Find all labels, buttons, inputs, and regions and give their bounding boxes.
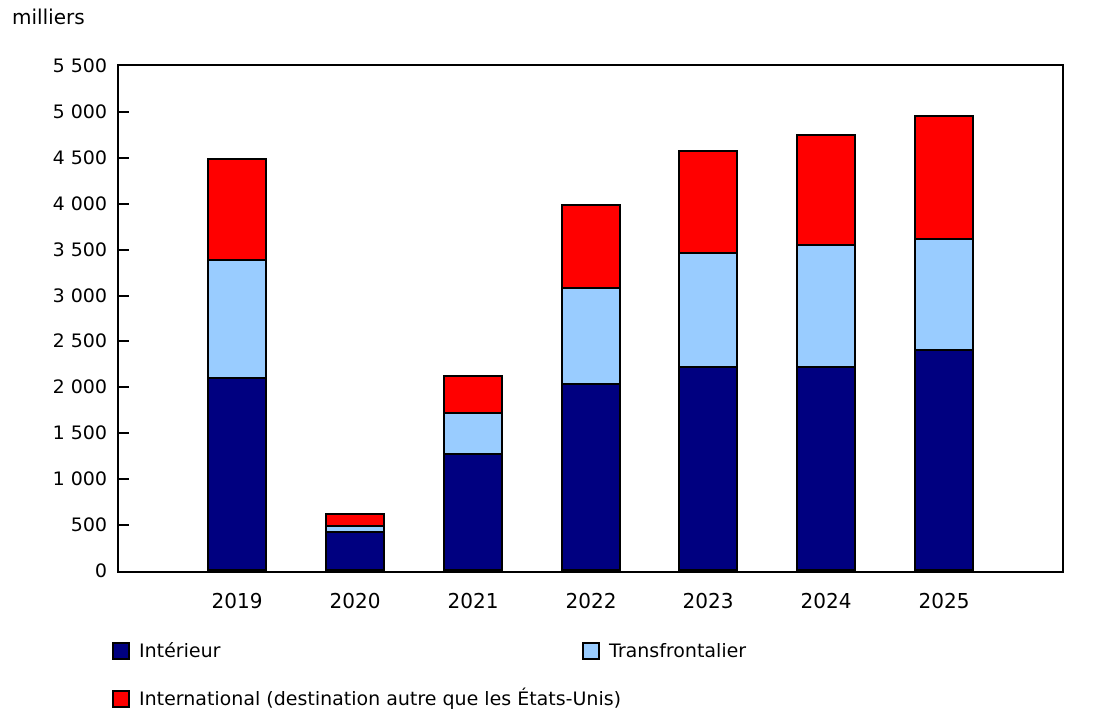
y-tick-label: 2 500 <box>52 330 107 353</box>
y-tick-label: 4 500 <box>52 146 107 169</box>
legend-item-interieur: Intérieur <box>112 640 220 662</box>
plot-area <box>117 64 1064 573</box>
bar-segment-2020-series2 <box>325 513 385 527</box>
bar-2023 <box>678 150 738 571</box>
bar-segment-2022-series1 <box>561 287 621 385</box>
y-tick-mark <box>119 432 129 435</box>
y-tick-label: 5 500 <box>52 55 107 77</box>
bar-segment-2019-series2 <box>207 158 267 261</box>
legend-label-interieur: Intérieur <box>139 640 221 662</box>
y-tick-label: 5 000 <box>52 100 107 123</box>
bar-segment-2021-series2 <box>443 375 503 414</box>
bar-segment-2021-series0 <box>443 453 503 571</box>
y-tick-label: 1 000 <box>52 468 107 491</box>
y-tick-label: 2 000 <box>52 376 107 399</box>
x-tick-label: 2025 <box>918 589 970 613</box>
bar-segment-2025-series0 <box>914 349 974 571</box>
legend-swatch-interieur <box>112 642 130 660</box>
legend-swatch-transfrontalier <box>582 642 600 660</box>
bar-2019 <box>207 158 267 571</box>
bar-segment-2019-series0 <box>207 377 267 571</box>
bar-segment-2024-series2 <box>796 134 856 246</box>
y-tick-mark <box>119 386 129 389</box>
y-tick-mark <box>119 156 129 159</box>
y-tick-label: 1 500 <box>52 422 107 445</box>
y-tick-label: 0 <box>94 560 107 582</box>
bar-2021 <box>443 375 503 571</box>
x-tick-label: 2022 <box>565 589 617 613</box>
bar-segment-2023-series2 <box>678 150 738 254</box>
bar-segment-2022-series2 <box>561 204 621 289</box>
y-tick-mark <box>119 248 129 251</box>
bar-segment-2020-series0 <box>325 531 385 571</box>
bar-segment-2025-series2 <box>914 115 974 240</box>
bar-segment-2023-series0 <box>678 366 738 571</box>
y-tick-mark <box>119 478 129 481</box>
bar-segment-2024-series1 <box>796 244 856 368</box>
x-tick-label: 2019 <box>211 589 263 613</box>
bar-2020 <box>325 513 385 571</box>
x-tick-label: 2020 <box>329 589 381 613</box>
y-tick-label: 500 <box>70 514 107 537</box>
y-tick-mark <box>119 340 129 343</box>
bar-segment-2019-series1 <box>207 259 267 379</box>
bar-segment-2021-series1 <box>443 412 503 455</box>
bar-segment-2025-series1 <box>914 238 974 351</box>
bar-segment-2024-series0 <box>796 366 856 571</box>
y-tick-mark <box>119 294 129 297</box>
x-tick-label: 2024 <box>800 589 852 613</box>
y-tick-mark <box>119 202 129 205</box>
y-tick-mark <box>119 110 129 113</box>
y-tick-label: 3 000 <box>52 284 107 307</box>
legend-label-international: International (destination autre que les… <box>139 688 622 710</box>
bar-segment-2022-series0 <box>561 383 621 571</box>
legend-item-international: International (destination autre que les… <box>112 688 621 710</box>
legend-swatch-international <box>112 690 130 708</box>
x-tick-label: 2021 <box>447 589 499 613</box>
y-axis-title: milliers <box>12 5 85 29</box>
y-tick-mark <box>119 524 129 527</box>
y-tick-label: 4 000 <box>52 192 107 215</box>
x-tick-label: 2023 <box>682 589 734 613</box>
bar-2025 <box>914 115 974 571</box>
bar-2024 <box>796 134 856 571</box>
bar-segment-2023-series1 <box>678 252 738 368</box>
y-tick-label: 3 500 <box>52 238 107 261</box>
legend-item-transfrontalier: Transfrontalier <box>582 640 746 662</box>
bar-2022 <box>561 204 621 571</box>
legend-label-transfrontalier: Transfrontalier <box>609 640 747 662</box>
